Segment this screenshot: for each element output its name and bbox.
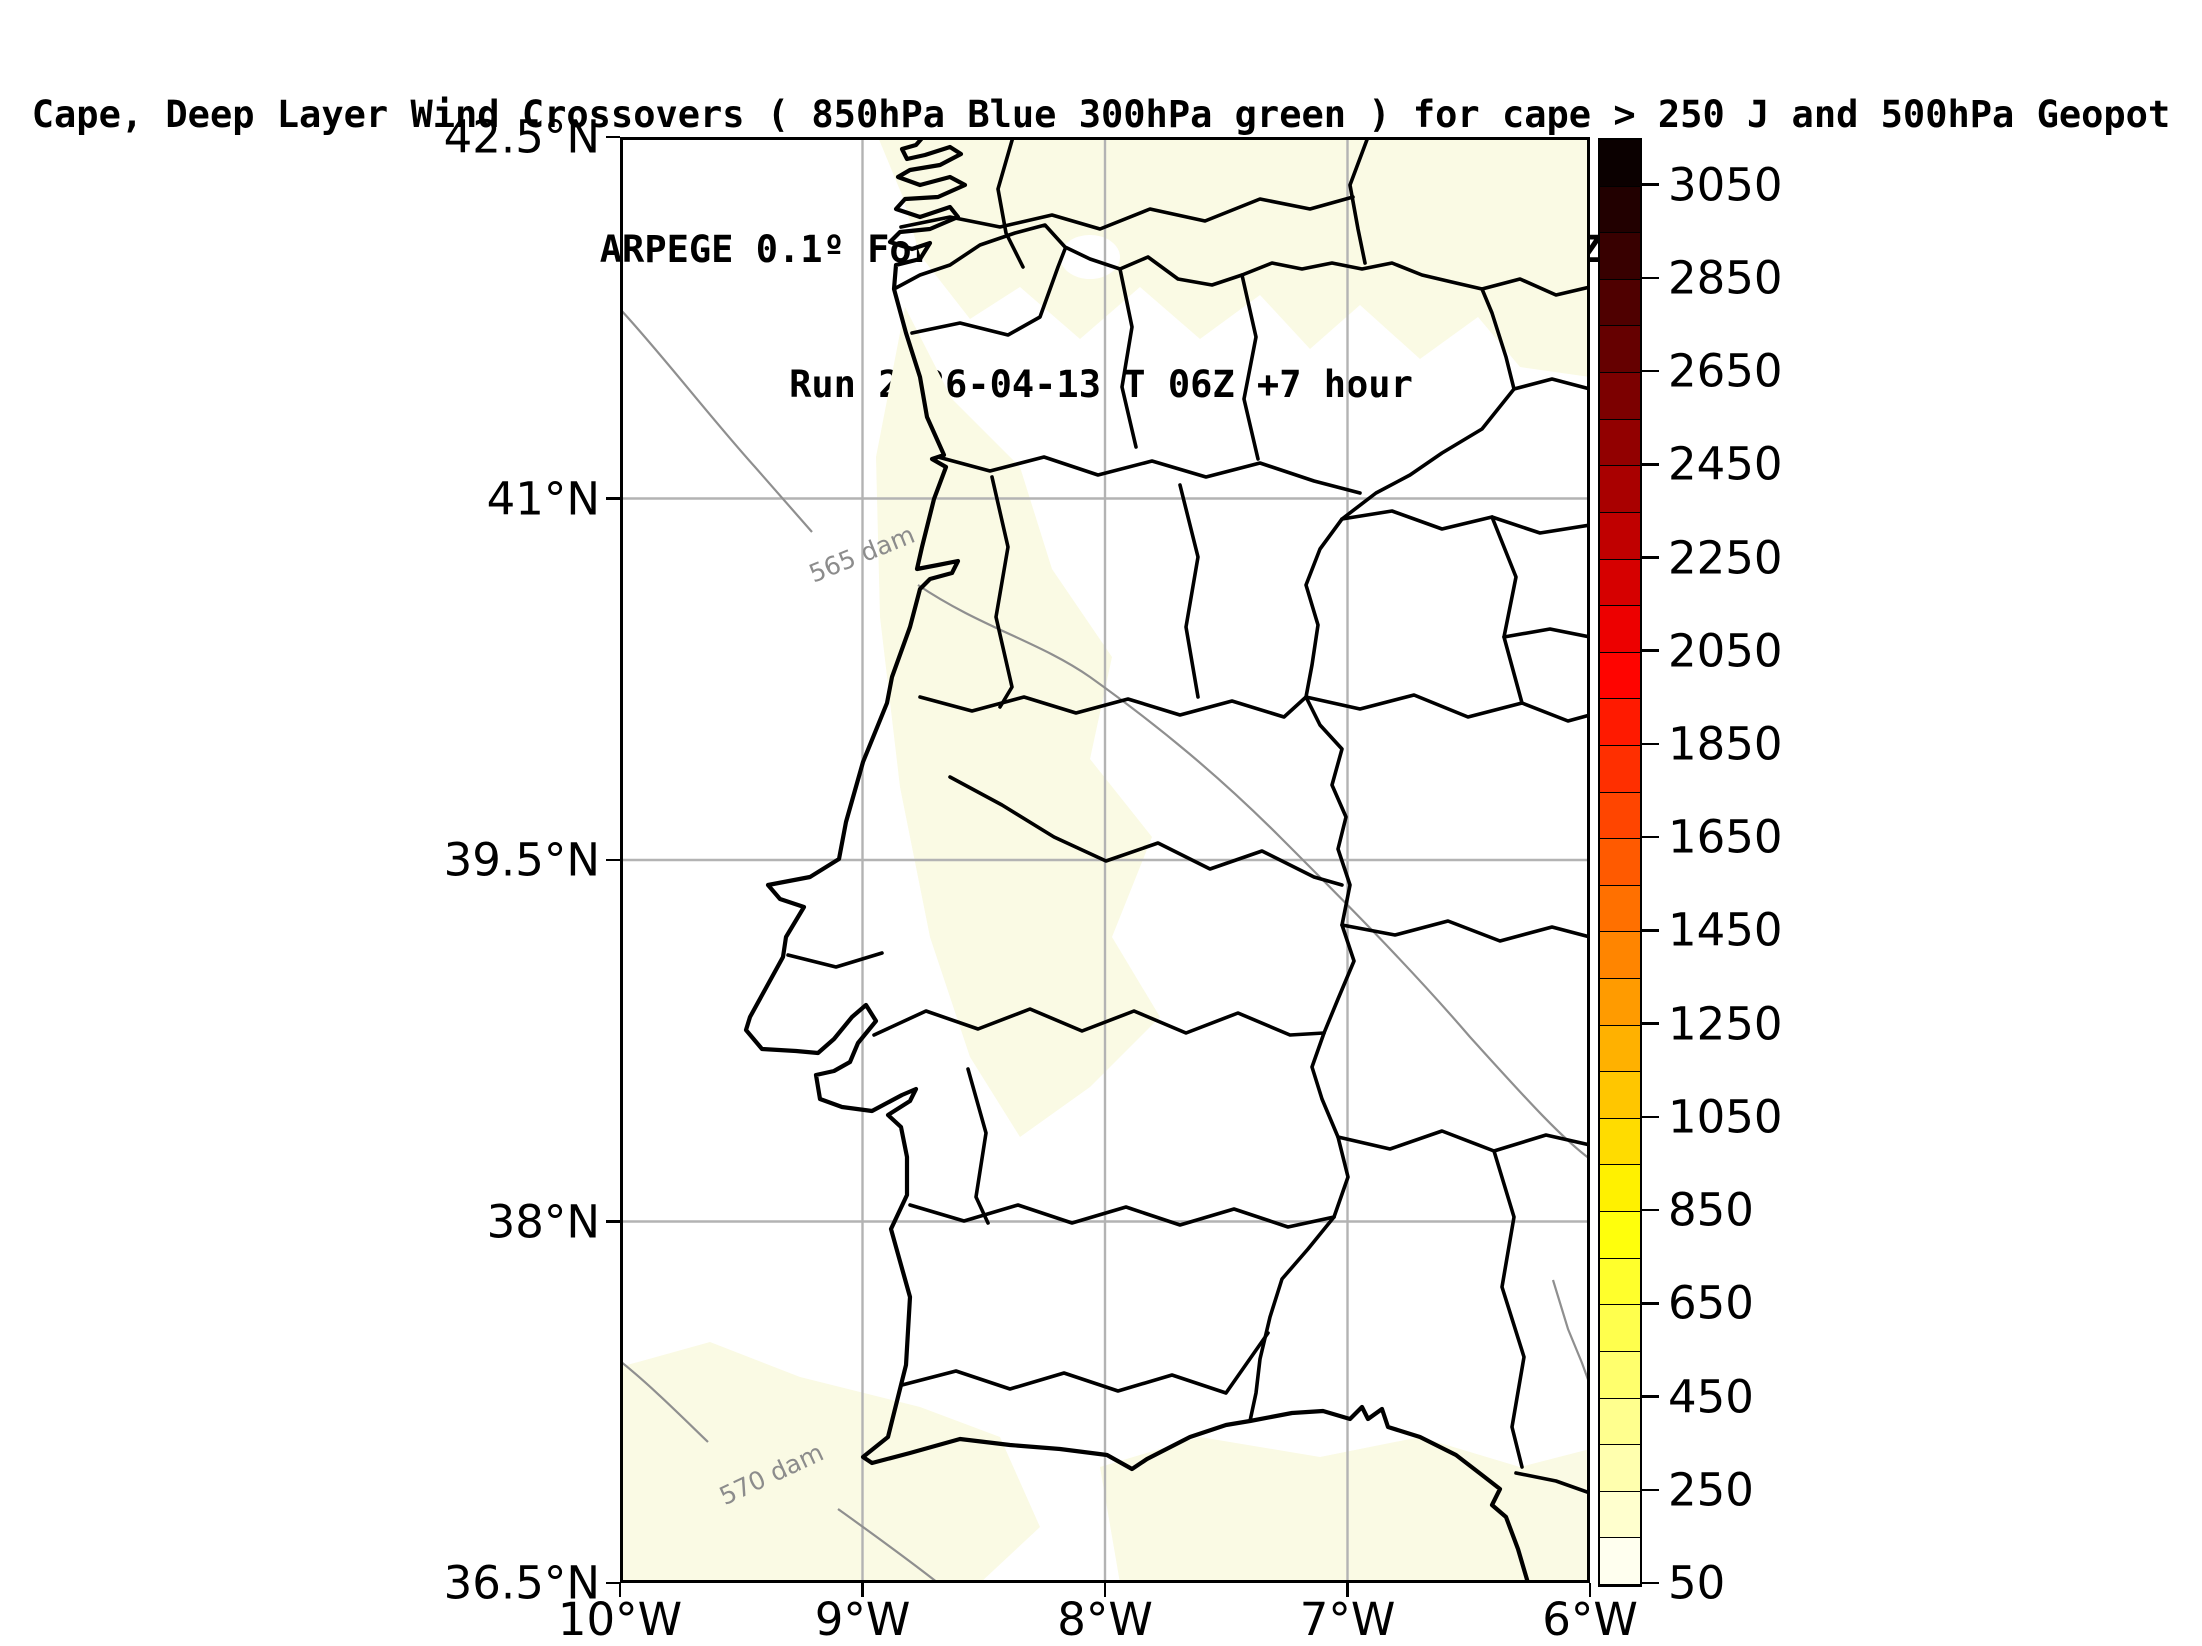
x-tick-mark <box>861 1583 864 1597</box>
cape-shading-layer <box>620 137 1590 1583</box>
colorbar-tick-mark <box>1642 183 1659 186</box>
colorbar-segment <box>1600 792 1640 840</box>
contour-565 <box>620 308 813 533</box>
contour-570 <box>620 1360 709 1443</box>
portugal-spain-border <box>892 223 1516 1423</box>
colorbar-segment <box>1600 1118 1640 1166</box>
colorbar-tick-mark <box>1642 1395 1659 1398</box>
colorbar-tick-label: 850 <box>1668 1183 1754 1237</box>
y-tick-label: 39.5°N <box>443 833 600 887</box>
title-line-1: Cape, Deep Layer Wind Crossovers ( 850hP… <box>31 93 2171 136</box>
colorbar-tick-label: 1250 <box>1668 997 1783 1051</box>
colorbar-segment <box>1600 186 1640 234</box>
x-tick-mark <box>618 1583 622 1597</box>
x-tick-label: 10°W <box>557 1593 683 1646</box>
colorbar-tick-mark <box>1642 929 1659 932</box>
colorbar-segment <box>1600 652 1640 700</box>
y-tick-label: 41°N <box>486 472 600 525</box>
colorbar-tick-label: 1050 <box>1668 1090 1783 1144</box>
colorbar-tick-label: 450 <box>1668 1370 1754 1424</box>
colorbar-tick-mark <box>1642 1115 1659 1119</box>
colorbar-segment <box>1600 1538 1640 1585</box>
colorbar-tick-mark <box>1642 276 1659 280</box>
colorbar-tick-mark <box>1642 369 1659 373</box>
y-tick-mark <box>606 1581 620 1585</box>
colorbar-segment <box>1600 1491 1640 1539</box>
colorbar-segment <box>1600 466 1640 513</box>
colorbar-tick-label: 2250 <box>1668 531 1783 585</box>
y-tick-mark <box>606 858 620 862</box>
map-canvas: 565 dam 570 dam <box>620 137 1590 1583</box>
y-tick-mark <box>606 1220 620 1223</box>
colorbar-segment <box>1600 1212 1640 1259</box>
colorbar-tick-label: 1450 <box>1668 903 1783 957</box>
portugal-district-boundaries <box>786 247 1362 1395</box>
colorbar-segment <box>1600 1258 1640 1306</box>
colorbar-tick-mark <box>1642 1302 1659 1305</box>
colorbar-tick-mark <box>1642 835 1659 839</box>
colorbar-segment <box>1600 1025 1640 1073</box>
map-frame <box>620 137 1590 1583</box>
colorbar-segment <box>1600 1351 1640 1399</box>
colorbar-tick-mark <box>1642 649 1659 652</box>
y-tick-label: 38°N <box>486 1195 600 1248</box>
colorbar-segment <box>1600 932 1640 980</box>
colorbar-segment <box>1600 373 1640 420</box>
colorbar-tick-label: 1850 <box>1668 717 1783 771</box>
colorbar-segment <box>1600 885 1640 933</box>
colorbar-tick-mark <box>1642 1581 1659 1585</box>
colorbar-tick-mark <box>1642 742 1659 746</box>
coastline <box>743 137 1531 1583</box>
colorbar-tick-mark <box>1642 463 1659 466</box>
colorbar-segment <box>1600 559 1640 607</box>
colorbar-tick-label: 3050 <box>1668 158 1783 212</box>
colorbar-segment <box>1600 279 1640 327</box>
colorbar-segment <box>1600 699 1640 746</box>
colorbar-segment <box>1600 839 1640 886</box>
x-tick-label: 9°W <box>814 1593 911 1646</box>
x-tick-label: 7°W <box>1299 1593 1396 1646</box>
colorbar-tick-label: 2050 <box>1668 624 1783 678</box>
x-tick-mark <box>1346 1583 1349 1597</box>
x-tick-mark <box>1588 1583 1592 1597</box>
x-tick-label: 8°W <box>1057 1593 1153 1646</box>
colorbar-tick-label: 2450 <box>1668 437 1783 491</box>
colorbar-tick-mark <box>1642 1022 1659 1025</box>
colorbar-tick-label: 250 <box>1668 1463 1754 1517</box>
x-tick-mark <box>1103 1583 1107 1597</box>
x-tick-label: 6°W <box>1542 1593 1638 1646</box>
y-tick-mark <box>606 135 620 139</box>
colorbar-tick-mark <box>1642 1208 1659 1212</box>
colorbar-tick-label: 1650 <box>1668 810 1783 864</box>
colorbar-segment <box>1600 233 1640 280</box>
colorbar-tick-label: 650 <box>1668 1276 1754 1330</box>
colorbar-tick-label: 2650 <box>1668 344 1783 398</box>
y-tick-mark <box>606 497 620 500</box>
y-tick-label: 42.5°N <box>443 110 600 164</box>
colorbar-segment <box>1600 745 1640 793</box>
colorbar-segment <box>1600 326 1640 374</box>
colorbar-segment <box>1600 419 1640 467</box>
colorbar-segment <box>1600 512 1640 560</box>
colorbar-tick-label: 50 <box>1668 1556 1726 1610</box>
colorbar <box>1598 138 1642 1587</box>
spain-province-boundaries <box>899 137 1590 1495</box>
colorbar-tick-mark <box>1642 1488 1659 1492</box>
colorbar-segment <box>1600 1072 1640 1119</box>
y-tick-label: 36.5°N <box>443 1556 600 1610</box>
colorbar-tick-label: 2850 <box>1668 251 1783 305</box>
colorbar-segment <box>1600 1305 1640 1352</box>
colorbar-segment <box>1600 606 1640 653</box>
colorbar-tick-mark <box>1642 556 1659 559</box>
colorbar-segment <box>1600 140 1640 187</box>
colorbar-segment <box>1600 979 1640 1026</box>
colorbar-segment <box>1600 1445 1640 1492</box>
contour-570-east <box>1551 1279 1590 1386</box>
colorbar-segment <box>1600 1165 1640 1213</box>
colorbar-segment <box>1600 1398 1640 1446</box>
